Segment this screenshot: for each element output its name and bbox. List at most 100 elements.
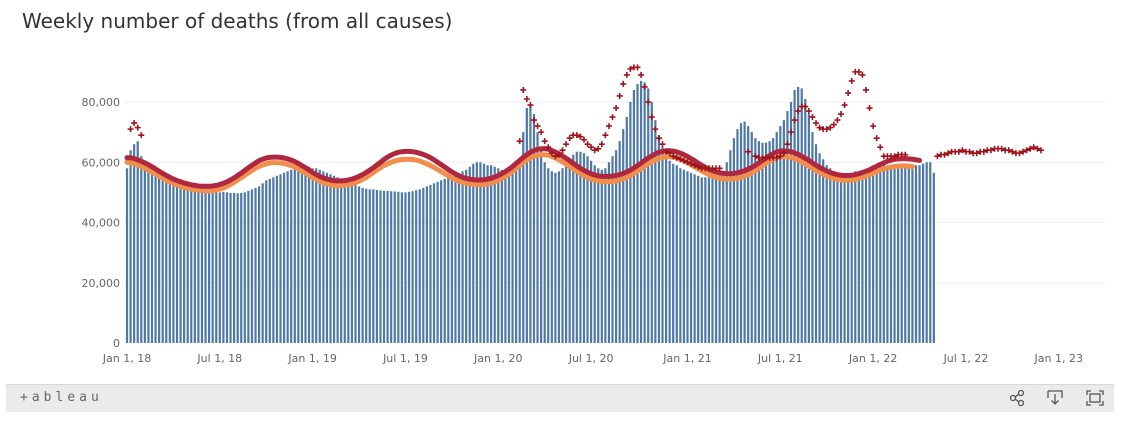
- bar[interactable]: [268, 178, 271, 343]
- excess-marker[interactable]: [973, 150, 980, 157]
- bar[interactable]: [807, 114, 810, 343]
- bar[interactable]: [625, 117, 628, 343]
- bar[interactable]: [336, 177, 339, 343]
- excess-marker[interactable]: [823, 126, 830, 133]
- bar[interactable]: [475, 162, 478, 343]
- bar[interactable]: [504, 169, 507, 343]
- excess-marker[interactable]: [555, 151, 562, 158]
- bar[interactable]: [311, 168, 314, 343]
- bar[interactable]: [568, 159, 571, 343]
- chart-area[interactable]: 0 20,000 40,000 60,000 80,000 Jan 1, 18 Jul 1…: [0, 0, 1125, 380]
- bar[interactable]: [200, 189, 204, 343]
- bar[interactable]: [718, 174, 721, 343]
- bar[interactable]: [136, 141, 139, 343]
- bar[interactable]: [614, 150, 618, 343]
- bar[interactable]: [682, 169, 686, 343]
- bar[interactable]: [190, 184, 193, 343]
- bar[interactable]: [643, 82, 646, 343]
- excess-marker[interactable]: [841, 102, 848, 109]
- excess-marker[interactable]: [584, 141, 591, 148]
- bar[interactable]: [222, 191, 225, 343]
- bar[interactable]: [600, 169, 603, 343]
- excess-marker[interactable]: [655, 135, 662, 142]
- excess-marker[interactable]: [1020, 148, 1027, 155]
- bar[interactable]: [861, 171, 864, 343]
- bar[interactable]: [904, 166, 907, 343]
- bar[interactable]: [754, 138, 757, 343]
- excess-marker[interactable]: [805, 108, 812, 115]
- bar[interactable]: [322, 171, 325, 343]
- bar[interactable]: [472, 163, 475, 343]
- bar[interactable]: [561, 168, 564, 343]
- bar[interactable]: [557, 171, 561, 343]
- bar[interactable]: [764, 142, 768, 343]
- bar[interactable]: [250, 189, 254, 343]
- excess-marker[interactable]: [1027, 145, 1034, 152]
- bar[interactable]: [572, 154, 575, 343]
- excess-marker[interactable]: [595, 145, 602, 152]
- bar[interactable]: [761, 142, 764, 343]
- bar[interactable]: [282, 172, 286, 343]
- bar[interactable]: [775, 132, 778, 343]
- bar[interactable]: [697, 175, 700, 343]
- bar[interactable]: [390, 191, 393, 343]
- bar[interactable]: [918, 165, 921, 343]
- excess-marker[interactable]: [545, 144, 552, 151]
- bar[interactable]: [261, 183, 264, 343]
- excess-marker[interactable]: [670, 153, 677, 160]
- fullscreen-icon[interactable]: [1084, 388, 1106, 408]
- bar[interactable]: [490, 165, 493, 343]
- bar[interactable]: [757, 141, 760, 343]
- bar[interactable]: [593, 165, 596, 343]
- excess-marker[interactable]: [716, 165, 723, 172]
- bar[interactable]: [372, 189, 375, 343]
- excess-marker[interactable]: [1009, 148, 1016, 155]
- threshold-line[interactable]: [124, 146, 922, 189]
- bar[interactable]: [175, 178, 179, 343]
- bar[interactable]: [722, 171, 725, 343]
- bar[interactable]: [522, 132, 525, 343]
- bar[interactable]: [125, 168, 129, 343]
- bar[interactable]: [607, 162, 611, 343]
- bar[interactable]: [750, 132, 753, 343]
- bar[interactable]: [854, 171, 857, 343]
- excess-marker[interactable]: [623, 71, 630, 78]
- bar[interactable]: [468, 166, 471, 343]
- excess-marker[interactable]: [834, 117, 841, 124]
- bar[interactable]: [768, 141, 771, 343]
- excess-marker[interactable]: [859, 71, 866, 78]
- bar[interactable]: [493, 166, 496, 343]
- bar[interactable]: [447, 177, 450, 343]
- excess-marker[interactable]: [641, 83, 648, 90]
- excess-marker[interactable]: [577, 133, 584, 140]
- bar[interactable]: [343, 180, 346, 343]
- bar[interactable]: [411, 191, 414, 343]
- bar[interactable]: [922, 163, 925, 343]
- bar[interactable]: [129, 150, 132, 343]
- excess-marker[interactable]: [862, 86, 869, 93]
- excess-marker[interactable]: [902, 151, 909, 158]
- excess-marker[interactable]: [688, 160, 695, 167]
- bar[interactable]: [639, 80, 643, 343]
- bar[interactable]: [461, 171, 464, 343]
- bar[interactable]: [739, 123, 743, 344]
- excess-marker[interactable]: [816, 124, 823, 131]
- bar[interactable]: [161, 172, 164, 343]
- bar[interactable]: [247, 190, 250, 343]
- bar[interactable]: [704, 177, 707, 343]
- bar[interactable]: [800, 88, 803, 343]
- excess-marker[interactable]: [538, 129, 545, 136]
- bar[interactable]: [450, 175, 453, 343]
- bar[interactable]: [400, 192, 403, 343]
- bar[interactable]: [357, 186, 361, 343]
- excess-marker[interactable]: [134, 124, 141, 131]
- bar[interactable]: [407, 191, 411, 343]
- bar[interactable]: [165, 174, 168, 343]
- excess-marker[interactable]: [516, 138, 523, 145]
- excess-marker[interactable]: [780, 150, 787, 157]
- excess-marker[interactable]: [684, 159, 691, 166]
- excess-marker[interactable]: [605, 123, 612, 130]
- excess-marker[interactable]: [1005, 147, 1012, 154]
- bar[interactable]: [772, 138, 775, 343]
- bar[interactable]: [443, 178, 446, 343]
